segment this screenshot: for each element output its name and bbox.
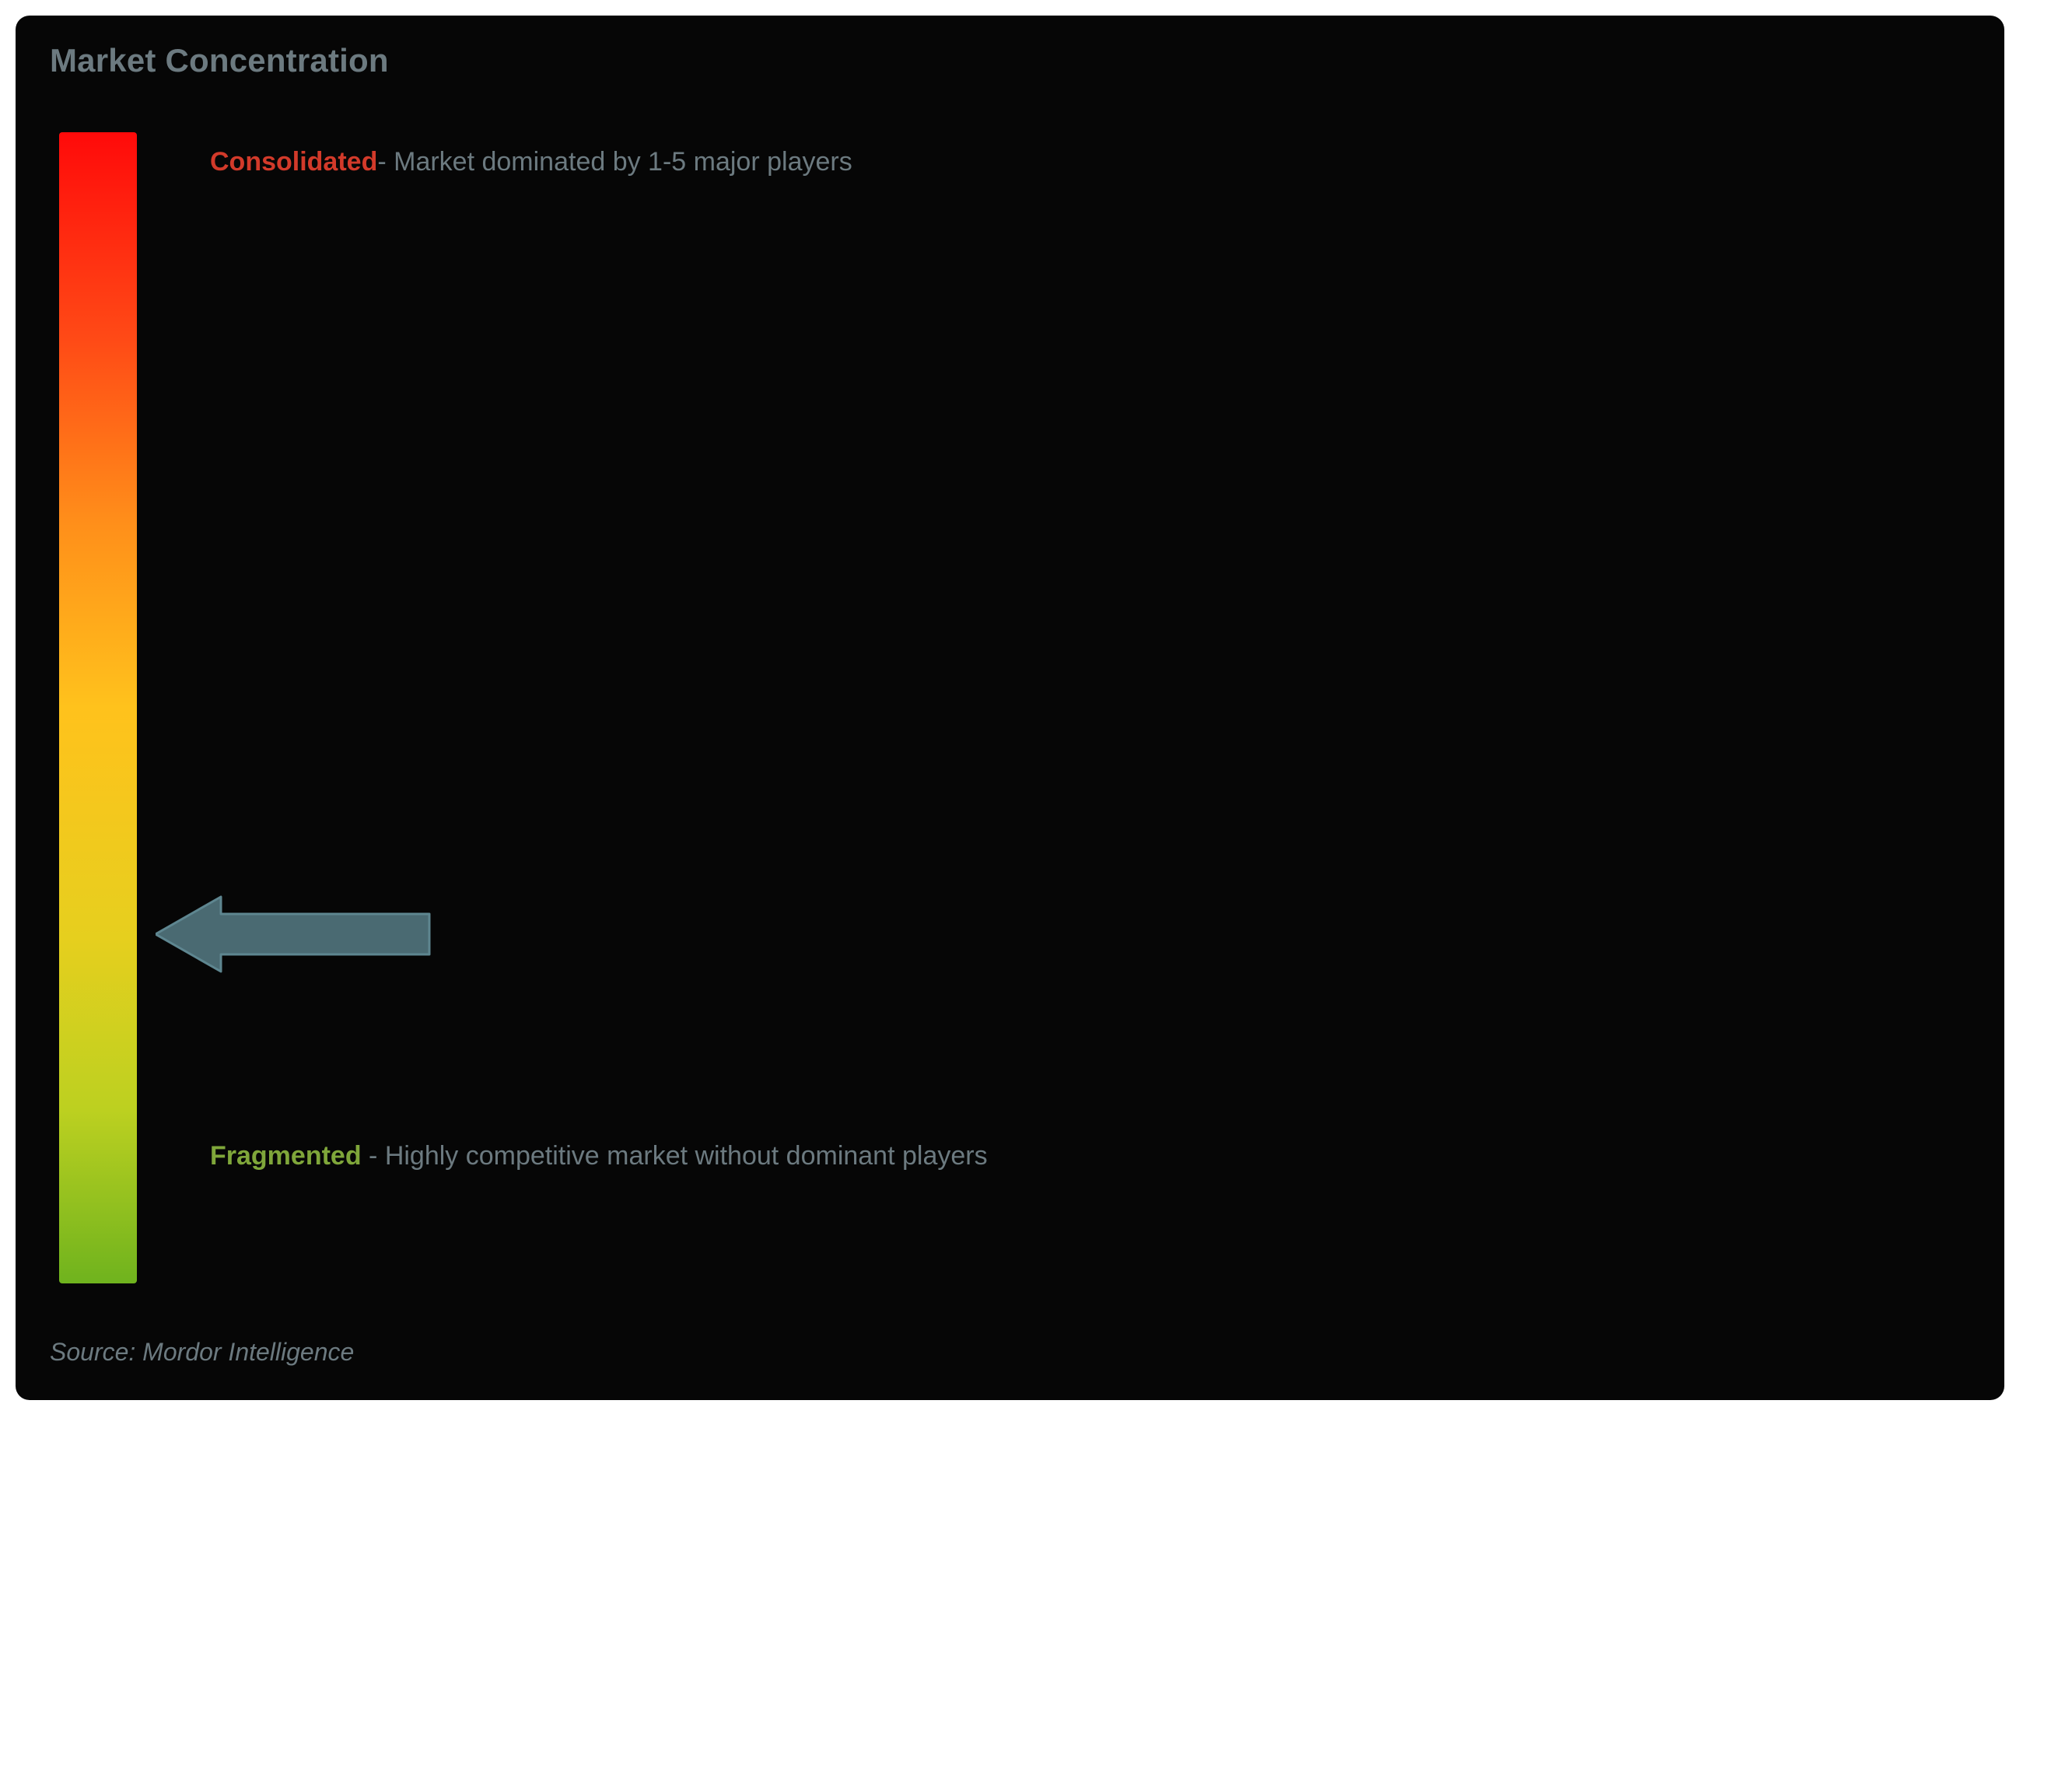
fragmented-description: Highly competitive market without domina… — [385, 1141, 988, 1171]
consolidated-description: Market dominated by 1-5 major players — [394, 147, 852, 177]
source-prefix: Source: — [50, 1338, 142, 1366]
concentration-gradient-bar — [59, 132, 137, 1283]
consolidated-label: Consolidated- Market dominated by 1-5 ma… — [210, 142, 852, 183]
position-indicator-arrow — [156, 895, 432, 974]
consolidated-term: Consolidated — [210, 147, 377, 177]
market-concentration-card: Market Concentration Consolidated- Marke… — [16, 16, 2004, 1400]
source-name: Mordor Intelligence — [142, 1338, 354, 1366]
chart-title: Market Concentration — [50, 42, 389, 79]
source-attribution: Source: Mordor Intelligence — [50, 1338, 354, 1367]
fragmented-label: Fragmented - Highly competitive market w… — [210, 1136, 988, 1177]
consolidated-separator: - — [377, 147, 394, 177]
fragmented-separator: - — [362, 1141, 385, 1171]
arrow-left-icon — [156, 895, 432, 974]
fragmented-term: Fragmented — [210, 1141, 362, 1171]
